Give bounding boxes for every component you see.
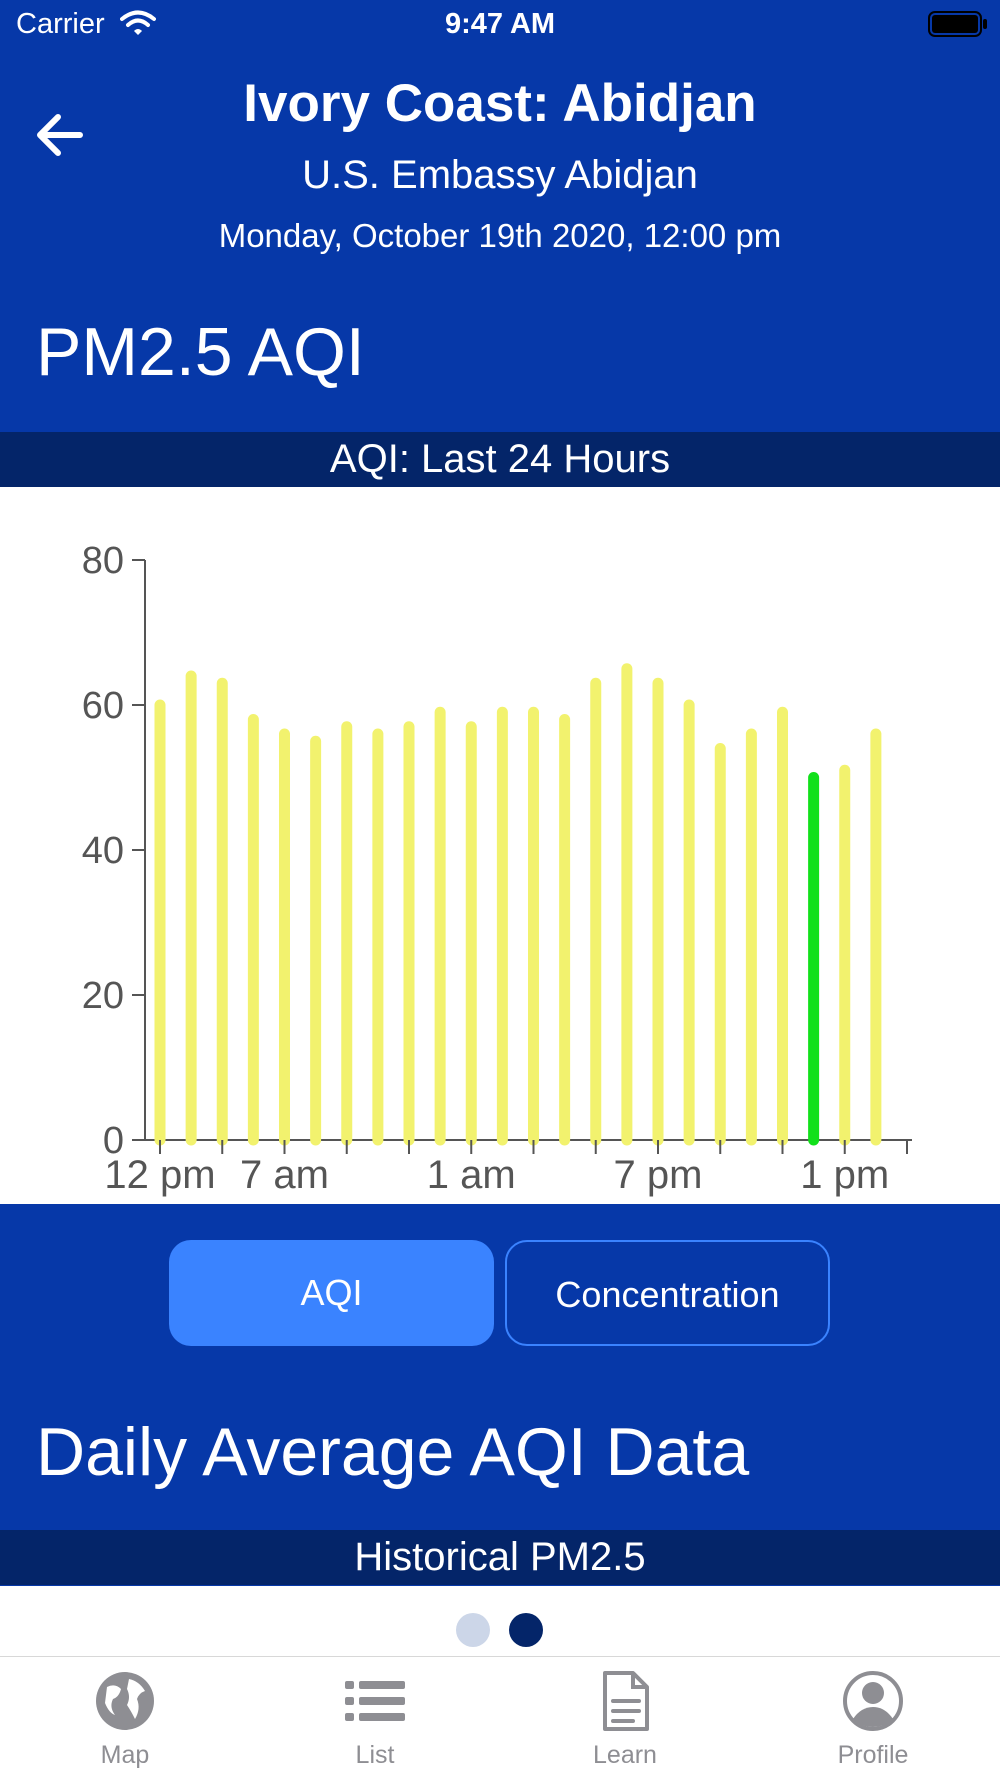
- tab-map-label: Map: [100, 1741, 150, 1769]
- carrier-label: Carrier: [16, 8, 105, 40]
- tab-learn[interactable]: Learn: [545, 1657, 705, 1779]
- aqi-bar-chart: 0 20 40 60 80 12 pm 7 am 1 am 7 pm 1 pm: [82, 540, 912, 1197]
- aqi-chart-panel: 0 20 40 60 80 12 pm 7 am 1 am 7 pm 1 pm: [0, 487, 1000, 1204]
- tab-bar: Map List Learn Profile: [0, 1656, 1000, 1779]
- tab-profile[interactable]: Profile: [793, 1657, 953, 1779]
- tab-map[interactable]: Map: [45, 1657, 205, 1779]
- tab-profile-label: Profile: [837, 1741, 909, 1769]
- battery-icon: [928, 11, 987, 37]
- y-tick-label: 40: [82, 830, 124, 872]
- y-tick-label: 0: [103, 1120, 124, 1162]
- aqi-toggle-button[interactable]: AQI: [169, 1240, 494, 1346]
- x-tick-label: 7 am: [240, 1153, 329, 1197]
- x-tick-label: 7 pm: [614, 1153, 703, 1197]
- report-datetime: Monday, October 19th 2020, 12:00 pm: [218, 217, 782, 254]
- status-time: 9:47 AM: [444, 8, 556, 40]
- back-arrow-icon[interactable]: [30, 105, 90, 165]
- page-indicator-dot-active[interactable]: [509, 1613, 543, 1647]
- page-indicator-dot[interactable]: [456, 1613, 490, 1647]
- pagination-area: [0, 1586, 1000, 1656]
- globe-icon: [96, 1672, 154, 1730]
- page-title: Ivory Coast: Abidjan: [243, 74, 757, 133]
- pm25-aqi-title: PM2.5 AQI: [36, 314, 365, 390]
- last-24-hours-band: AQI: Last 24 Hours: [0, 432, 1000, 487]
- station-name: U.S. Embassy Abidjan: [302, 153, 698, 197]
- document-icon: [603, 1671, 649, 1731]
- daily-average-title: Daily Average AQI Data: [36, 1414, 750, 1490]
- wifi-icon: [120, 10, 156, 35]
- x-tick-label: 1 am: [427, 1153, 516, 1197]
- tab-learn-label: Learn: [593, 1741, 657, 1769]
- status-bar: Carrier 9:47 AM: [0, 0, 1000, 50]
- x-tick-label: 12 pm: [104, 1153, 215, 1197]
- historical-pm25-band: Historical PM2.5: [0, 1530, 1000, 1585]
- list-icon: [345, 1681, 405, 1721]
- tab-list[interactable]: List: [295, 1657, 455, 1779]
- profile-icon: [843, 1671, 903, 1731]
- y-tick-label: 80: [82, 540, 124, 582]
- concentration-toggle-button[interactable]: Concentration: [505, 1240, 830, 1346]
- y-tick-label: 60: [82, 685, 124, 727]
- tab-list-label: List: [355, 1741, 395, 1769]
- x-tick-label: 1 pm: [800, 1153, 889, 1197]
- y-tick-label: 20: [82, 975, 124, 1017]
